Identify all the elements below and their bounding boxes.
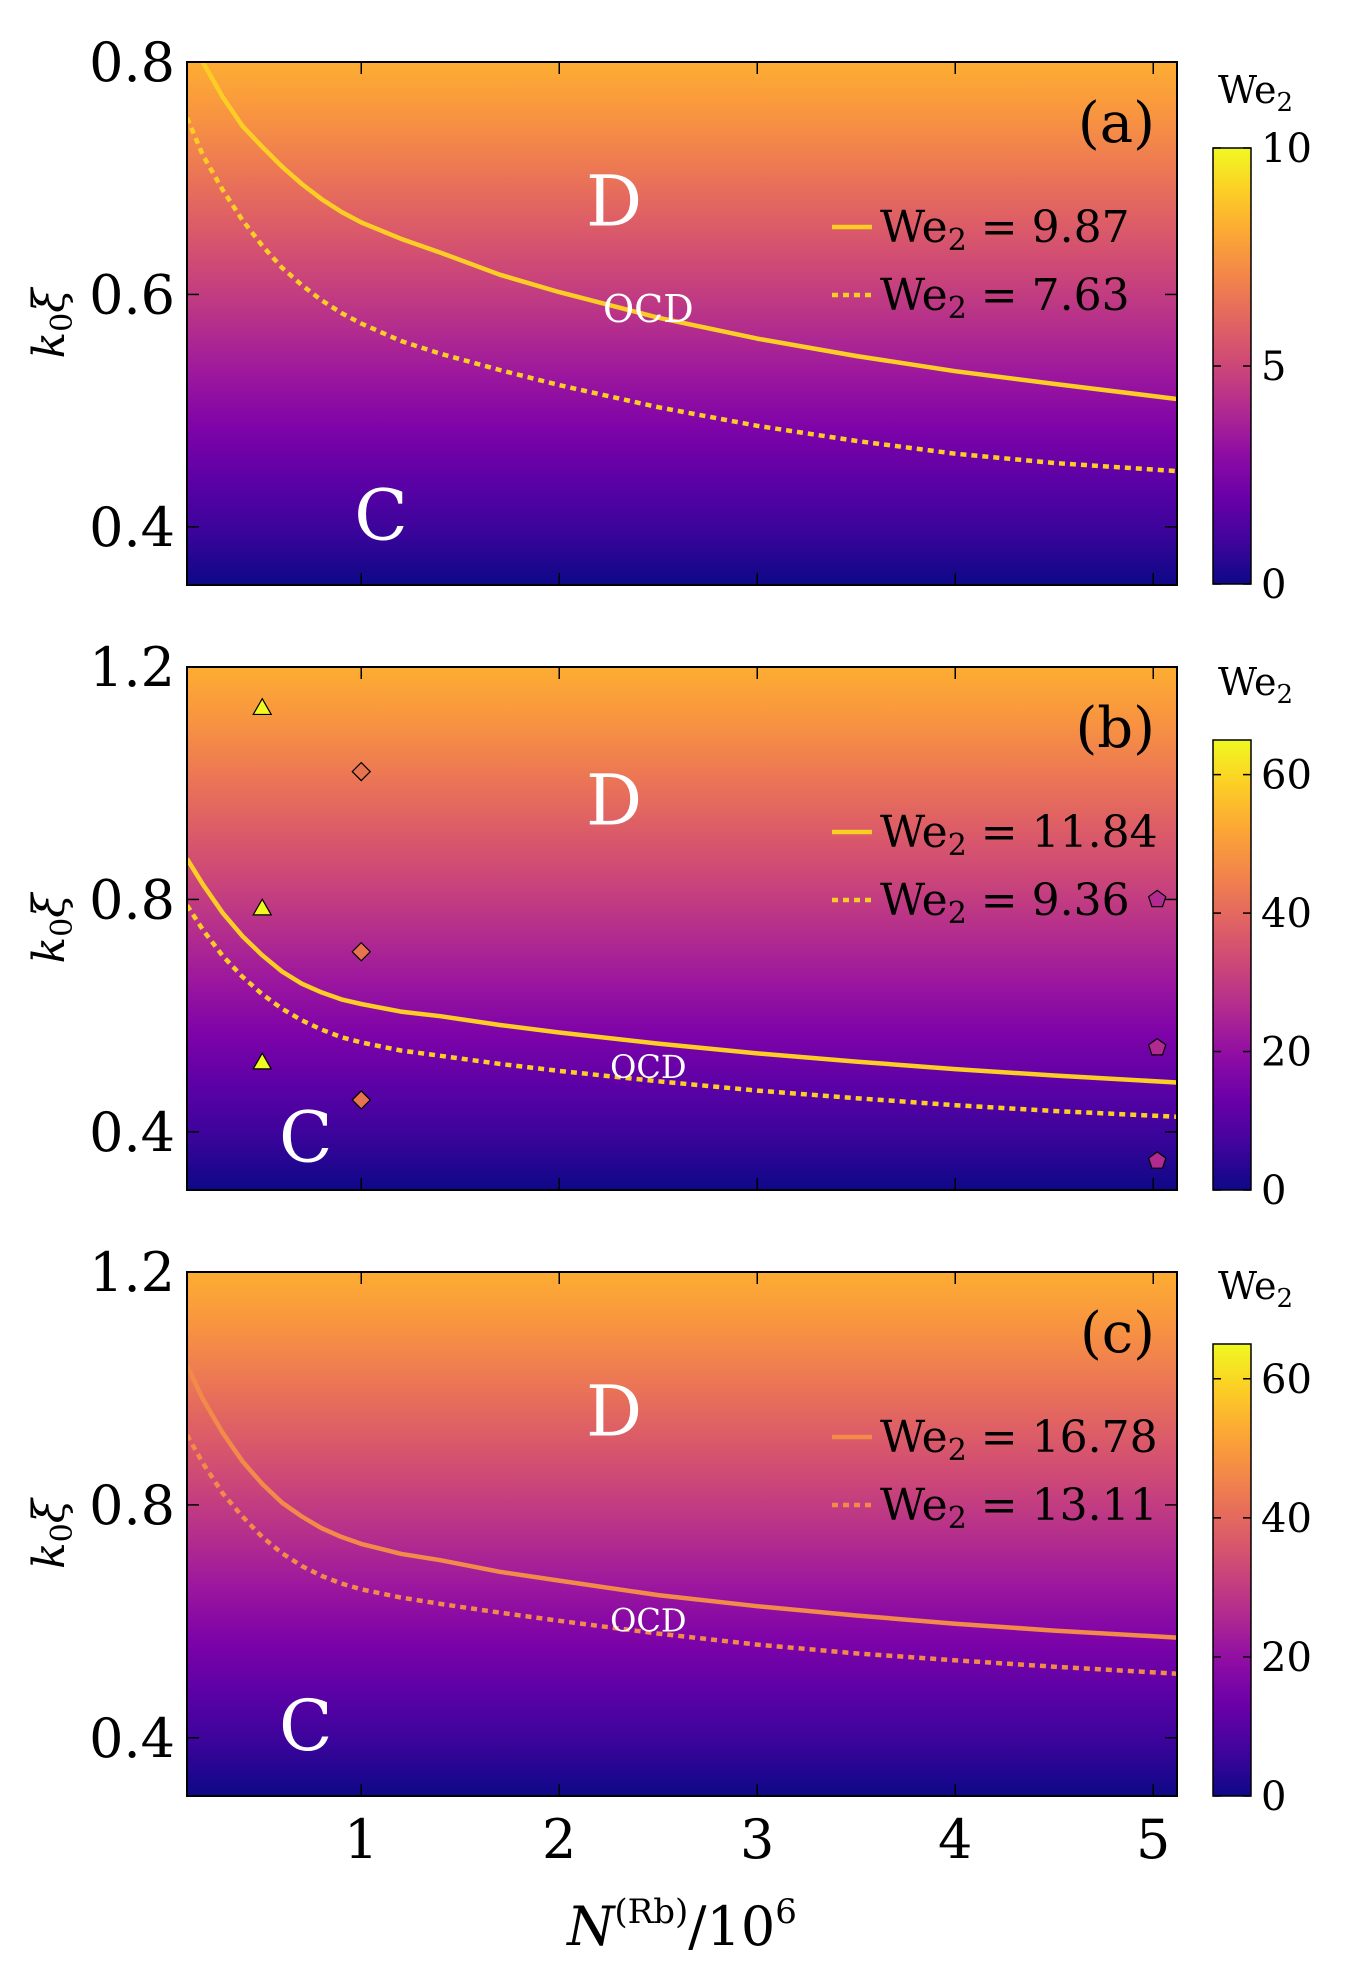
region-label-C: C: [279, 1685, 333, 1767]
axes-frame: [186, 1271, 1178, 1797]
y-tick-label: 0.4: [89, 496, 175, 559]
legend-entry: We2 = 13.11: [880, 1480, 1158, 1536]
panel-label: (b): [1075, 696, 1155, 761]
region-label-C: C: [279, 1097, 333, 1179]
colorbar: [1212, 1343, 1252, 1797]
x-tick-label: 1: [344, 1808, 378, 1871]
curves: [187, 1364, 1177, 1676]
y-tick-label: 0.6: [89, 263, 175, 326]
x-tick-label: 3: [740, 1808, 774, 1871]
panel-label: (c): [1080, 1301, 1155, 1366]
colorbar: [1212, 739, 1252, 1191]
region-label-OCD: OCD: [610, 1601, 686, 1639]
legend-entry: We2 = 9.87: [880, 202, 1130, 258]
marker-triangle: [252, 1051, 273, 1070]
colorbar-tick-label: 5: [1261, 344, 1286, 390]
colorbar-title: We2: [1218, 660, 1293, 710]
x-tick-label: 4: [938, 1808, 972, 1871]
panel-b: D C OCD (b) We2 = 11.84 We2 = 9.36 0.4 0.8 1.2 k0…: [24, 636, 1312, 1214]
panel-a: D C OCD (a) We2 = 9.87 We2 = 7.63 0.4 0.6 0.8 k0ξ…: [24, 31, 1312, 608]
colorbar-tick-label: 40: [1261, 891, 1312, 937]
legend-entry: We2 = 7.63: [880, 270, 1130, 326]
colorbar-tick-label: 20: [1261, 1030, 1312, 1076]
y-tick-label: 0.4: [89, 1101, 175, 1164]
colorbar-tick-label: 0: [1261, 562, 1286, 608]
panel-label: (a): [1078, 91, 1155, 156]
x-axis-label: N(Rb)/106: [565, 1892, 797, 1958]
axes-frame: [186, 61, 1178, 586]
boundary-curve-solid: [187, 1364, 1177, 1640]
colorbar-title: We2: [1218, 1264, 1293, 1314]
y-tick-label: 1.2: [89, 636, 175, 699]
colorbar-tick-label: 0: [1261, 1774, 1286, 1820]
curves: [187, 62, 1177, 474]
region-label-D: D: [586, 160, 642, 242]
region-label-D: D: [586, 760, 642, 842]
marker-triangle: [252, 697, 273, 716]
colorbar-tick-label: 40: [1261, 1496, 1312, 1542]
marker-pentagon: [1147, 1037, 1167, 1056]
x-tick-label: 2: [542, 1808, 576, 1871]
legend-entry: We2 = 9.36: [880, 875, 1130, 931]
marker-pentagon: [1147, 889, 1167, 908]
boundary-curve-solid: [200, 62, 1177, 402]
colorbar-tick-label: 60: [1261, 1357, 1312, 1403]
panel-c: D C OCD (c) We2 = 16.78 We2 = 13.11 1 2 3 4 5 0.4 0.…: [24, 1241, 1312, 1871]
marker-pentagon: [1147, 1151, 1167, 1169]
y-tick-label: 0.8: [89, 31, 175, 94]
marker-diamond: [351, 761, 372, 782]
y-axis-label: k0ξ: [24, 891, 80, 964]
region-label-OCD: OCD: [610, 1048, 686, 1086]
colorbar-tick-label: 0: [1261, 1168, 1286, 1214]
marker-diamond: [351, 1090, 372, 1110]
boundary-curve-dashed: [187, 1433, 1177, 1676]
colorbar-tick-label: 10: [1261, 126, 1312, 172]
y-tick-label: 1.2: [89, 1241, 175, 1304]
region-label-C: C: [354, 474, 408, 556]
y-axis-label: k0ξ: [24, 286, 80, 359]
marker-triangle: [252, 897, 273, 916]
heatmap-background: [187, 1272, 1177, 1796]
boundary-curve-dashed: [187, 116, 1177, 474]
heatmap-background: [187, 667, 1177, 1190]
region-label-OCD: OCD: [603, 287, 694, 331]
boundary-curve-dashed: [187, 904, 1177, 1120]
y-tick-label: 0.4: [89, 1707, 175, 1770]
colorbar-tick-label: 20: [1261, 1635, 1312, 1681]
axes-frame: [186, 666, 1178, 1191]
colorbar-title: We2: [1218, 68, 1293, 118]
y-tick-label: 0.8: [89, 868, 175, 931]
x-axis-label-text: N(Rb)/106: [565, 1892, 797, 1958]
y-axis-label: k0ξ: [24, 1496, 80, 1569]
colorbar-tick-label: 60: [1261, 753, 1312, 799]
legend-entry: We2 = 11.84: [880, 807, 1158, 863]
boundary-curve-solid: [187, 857, 1177, 1085]
legend-entry: We2 = 16.78: [880, 1412, 1158, 1468]
x-tick-label: 5: [1136, 1808, 1170, 1871]
marker-diamond: [351, 941, 372, 962]
y-tick-label: 0.8: [89, 1474, 175, 1537]
curves: [187, 857, 1177, 1120]
region-label-D: D: [586, 1371, 642, 1453]
